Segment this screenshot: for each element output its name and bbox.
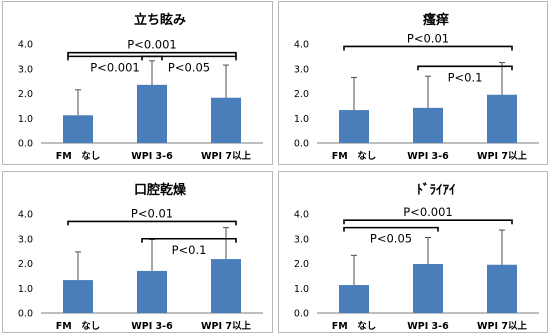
y-tick-label: 4.0	[18, 210, 33, 221]
significance-bracket	[141, 55, 237, 61]
significance-label: P<0.1	[448, 70, 483, 84]
significance-label: P<0.1	[172, 243, 207, 257]
chart-title: 立ち眩み	[134, 12, 186, 28]
significance-bracket	[141, 237, 237, 243]
y-tick-label: 4.0	[18, 40, 33, 51]
y-tick-label: 0.0	[18, 139, 33, 150]
chart-panel-3: 口腔乾燥 0.0 1.0 2.0 3.0 4.0 FM なし WPI 3-6 WPI 7以上 P<…	[2, 171, 273, 333]
chart-svg: 瘙痒 0.0 1.0 2.0 3.0 4.0 FM なし WPI 3-6 WPI 7以上 P<0.…	[294, 12, 539, 162]
y-tick-label: 1.0	[294, 114, 309, 125]
chart-panel-4: ﾄﾞﾗｲｱｲ 0.0 1.0 2.0 3.0 4.0 FM なし WPI 3-6 WPI 7以上…	[278, 171, 548, 333]
significance-bracket	[67, 51, 237, 57]
bar	[137, 270, 167, 313]
y-tick-label: 1.0	[18, 114, 33, 125]
bar	[487, 94, 517, 143]
significance-label: P<0.05	[168, 60, 210, 74]
y-tick-label: 0.0	[294, 139, 309, 150]
bar	[137, 84, 167, 143]
bar	[211, 259, 241, 313]
chart-title: ﾄﾞﾗｲｱｲ	[417, 182, 456, 198]
category-label: WPI 3-6	[131, 151, 173, 162]
y-tick-label: 3.0	[18, 234, 33, 245]
category-label: WPI 7以上	[201, 320, 251, 332]
y-tick-label: 3.0	[18, 64, 33, 75]
category-label: WPI 7以上	[201, 150, 251, 162]
chart-svg: ﾄﾞﾗｲｱｲ 0.0 1.0 2.0 3.0 4.0 FM なし WPI 3-6 WPI 7以上…	[294, 182, 539, 332]
y-tick-label: 1.0	[294, 284, 309, 295]
significance-label: P<0.001	[127, 38, 177, 52]
bar	[413, 107, 443, 143]
y-tick-label: 3.0	[294, 64, 309, 75]
y-tick-label: 2.0	[294, 89, 309, 100]
chart-svg: 口腔乾燥 0.0 1.0 2.0 3.0 4.0 FM なし WPI 3-6 WPI 7以上 P<…	[18, 182, 263, 332]
category-label: WPI 3-6	[407, 321, 449, 332]
category-label: FM なし	[56, 321, 100, 332]
category-label: WPI 3-6	[407, 151, 449, 162]
significance-bracket	[343, 226, 439, 232]
significance-label: P<0.01	[407, 31, 449, 45]
chart-title: 口腔乾燥	[134, 182, 187, 198]
category-label: WPI 3-6	[131, 321, 173, 332]
bar	[339, 285, 369, 313]
category-label: WPI 7以上	[477, 320, 527, 332]
y-tick-label: 3.0	[294, 234, 309, 245]
y-tick-label: 4.0	[294, 40, 309, 51]
significance-bracket	[67, 55, 163, 61]
chart-panel-2: 瘙痒 0.0 1.0 2.0 3.0 4.0 FM なし WPI 3-6 WPI 7以上 P<0.…	[278, 1, 548, 165]
y-tick-label: 1.0	[18, 284, 33, 295]
bar	[211, 97, 241, 143]
bar	[339, 110, 369, 143]
y-tick-label: 0.0	[18, 309, 33, 320]
bar	[63, 280, 93, 313]
y-tick-label: 2.0	[18, 89, 33, 100]
category-label: FM なし	[332, 321, 376, 332]
significance-bracket	[67, 220, 237, 226]
significance-bracket	[417, 65, 513, 71]
significance-bracket	[343, 219, 513, 225]
y-tick-label: 0.0	[294, 309, 309, 320]
y-tick-label: 2.0	[18, 259, 33, 270]
significance-bracket	[343, 45, 513, 51]
bar	[487, 264, 517, 313]
bar	[413, 263, 443, 313]
y-tick-label: 2.0	[294, 259, 309, 270]
significance-label: P<0.01	[131, 206, 173, 220]
chart-panel-1: 立ち眩み 0.0 1.0 2.0 3.0 4.0 FM なし WPI 3-6 WPI 7以上 P<…	[2, 1, 273, 165]
bar	[63, 115, 93, 143]
significance-label: P<0.001	[403, 205, 453, 219]
significance-label: P<0.05	[370, 232, 412, 246]
significance-label: P<0.001	[90, 60, 140, 74]
chart-svg: 立ち眩み 0.0 1.0 2.0 3.0 4.0 FM なし WPI 3-6 WPI 7以上 P<…	[18, 12, 263, 162]
y-tick-label: 4.0	[294, 210, 309, 221]
category-label: FM なし	[56, 151, 100, 162]
category-label: WPI 7以上	[477, 150, 527, 162]
category-label: FM なし	[332, 151, 376, 162]
chart-title: 瘙痒	[422, 12, 449, 28]
